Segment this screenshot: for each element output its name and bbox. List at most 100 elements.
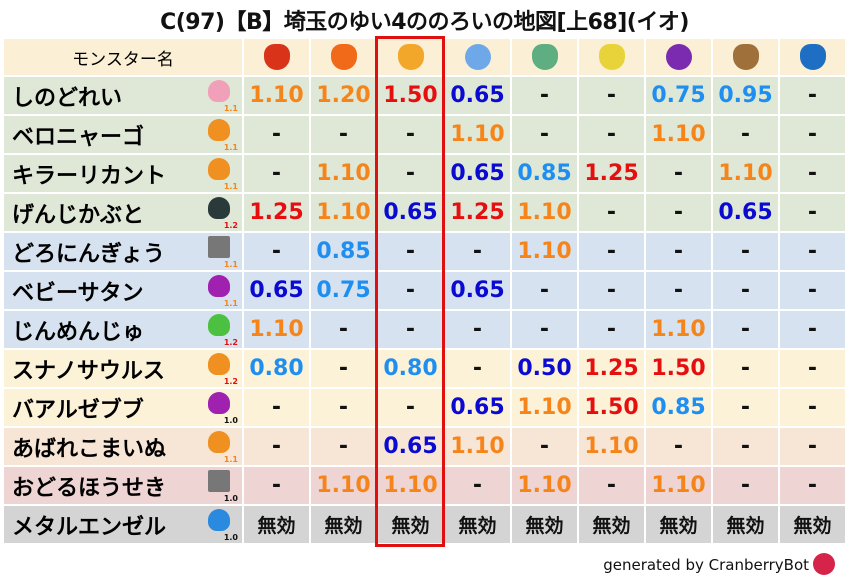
resistance-value: 1.10: [579, 428, 644, 465]
table-row: げんじかぶと 1.2 1.25 1.10 0.65 1.25 1.10- -0.65-: [4, 194, 845, 231]
resistance-value: -: [713, 389, 778, 426]
resistance-value: 1.25: [579, 350, 644, 387]
resistance-value: -: [311, 116, 376, 153]
monster-name: スナノサウルス: [12, 358, 165, 384]
resistance-value: -: [378, 389, 443, 426]
paw-icon: [208, 158, 230, 180]
monster-name: じんめんじゅ: [12, 319, 145, 345]
resistance-value: 1.10: [713, 155, 778, 192]
resistance-value: 0.85: [311, 233, 376, 270]
table-row: じんめんじゅ 1.2 1.10- - - - -1.10- -: [4, 311, 845, 348]
monster-name-cell: あばれこまいぬ 1.1: [4, 428, 242, 465]
jibaria-earth-icon: [732, 44, 759, 70]
monster-version: 1.2: [223, 221, 238, 230]
table-row: どろにんぎょう 1.1-0.85- -1.10- - - -: [4, 233, 845, 270]
table-row: スナノサウルス 1.2 0.80-0.80-0.50 1.25 1.50- -: [4, 350, 845, 387]
skull-icon: [208, 80, 230, 102]
resistance-value: -: [780, 233, 845, 270]
monster-version: 1.0: [223, 416, 238, 425]
monster-name: どろにんぎょう: [12, 241, 165, 267]
resistance-value: 0.65: [445, 389, 510, 426]
resistance-value: 無効: [378, 506, 443, 543]
resistance-value: 1.25: [244, 194, 309, 231]
footer-credit: generated by CranberryBot: [603, 556, 809, 574]
resistance-value: 0.95: [713, 77, 778, 114]
table-row: メタルエンゼル 1.0 無効 無効 無効 無効 無効 無効 無効 無効 無効: [4, 506, 845, 543]
resistance-value: -: [244, 389, 309, 426]
resistance-value: -: [311, 350, 376, 387]
monster-name: バアルゼブブ: [12, 397, 144, 423]
resistance-value: -: [445, 350, 510, 387]
trident-icon: [208, 392, 230, 414]
monster-name: キラーリカント: [12, 163, 167, 189]
monster-version: 1.1: [223, 260, 238, 269]
resistance-value: -: [445, 467, 510, 504]
resistance-value: -: [780, 155, 845, 192]
paw-icon: [208, 353, 230, 375]
brick-icon: [208, 470, 230, 492]
doruma-dark-icon: [665, 44, 692, 70]
water-wave-icon: [799, 44, 826, 70]
paw-icon: [208, 119, 230, 141]
resistance-value: 無効: [244, 506, 309, 543]
table-row: あばれこまいぬ 1.1- -0.65 1.10-1.10- - -: [4, 428, 845, 465]
element-header: [579, 39, 644, 75]
resistance-value: -: [646, 155, 711, 192]
monster-name: しのどれい: [12, 85, 123, 111]
monster-name-cell: メタルエンゼル 1.0: [4, 506, 242, 543]
monster-name: ベロニャーゴ: [12, 124, 145, 150]
resistance-value: -: [646, 194, 711, 231]
monster-version: 1.2: [223, 338, 238, 347]
resistance-value: 0.65: [244, 272, 309, 309]
monster-name-cell: ベビーサタン 1.1: [4, 272, 242, 309]
resistance-value: 1.20: [311, 77, 376, 114]
monster-version: 1.2: [223, 377, 238, 386]
resistance-value: -: [780, 467, 845, 504]
slime-icon: [208, 509, 230, 531]
resistance-value: -: [244, 116, 309, 153]
resistance-value: -: [713, 233, 778, 270]
resistance-value: -: [244, 233, 309, 270]
resistance-value: -: [244, 428, 309, 465]
resistance-value: -: [780, 272, 845, 309]
resistance-value: 無効: [579, 506, 644, 543]
monster-name-cell: おどるほうせき 1.0: [4, 467, 242, 504]
resistance-value: 1.10: [646, 116, 711, 153]
page-title: C(97)【B】埼玉のゆい4ののろいの地図[上68](イオ): [160, 10, 689, 35]
resistance-value: -: [646, 233, 711, 270]
highlight-column-frame: [375, 36, 445, 547]
monster-name-cell: バアルゼブブ 1.0: [4, 389, 242, 426]
monster-name-cell: キラーリカント 1.1: [4, 155, 242, 192]
resistance-value: -: [579, 272, 644, 309]
resistance-value: -: [713, 272, 778, 309]
resistance-value: -: [512, 428, 577, 465]
resistance-value: 0.75: [311, 272, 376, 309]
element-header: [780, 39, 845, 75]
resistance-value: -: [311, 428, 376, 465]
monster-version: 1.1: [223, 182, 238, 191]
resistance-value: -: [780, 389, 845, 426]
element-header: [445, 39, 510, 75]
monster-name-cell: スナノサウルス 1.2: [4, 350, 242, 387]
resistance-value: -: [780, 194, 845, 231]
resistance-value: -: [378, 233, 443, 270]
monster-version: 1.0: [223, 533, 238, 542]
resistance-value: 1.25: [445, 194, 510, 231]
monster-name-cell: じんめんじゅ 1.2: [4, 311, 242, 348]
header-row: モンスター名: [4, 39, 845, 75]
resistance-value: 0.65: [713, 194, 778, 231]
resistance-value: -: [378, 116, 443, 153]
resistance-value: -: [512, 272, 577, 309]
resistance-value: 無効: [646, 506, 711, 543]
resistance-value: 0.85: [512, 155, 577, 192]
resistance-value: -: [311, 311, 376, 348]
resistance-value: -: [579, 311, 644, 348]
resistance-value: 0.65: [445, 77, 510, 114]
resistance-value: 1.50: [646, 350, 711, 387]
monster-name: ベビーサタン: [12, 280, 144, 306]
resistance-value: -: [512, 116, 577, 153]
resistance-value: 0.75: [646, 77, 711, 114]
element-header: [646, 39, 711, 75]
resistance-value: 1.50: [579, 389, 644, 426]
